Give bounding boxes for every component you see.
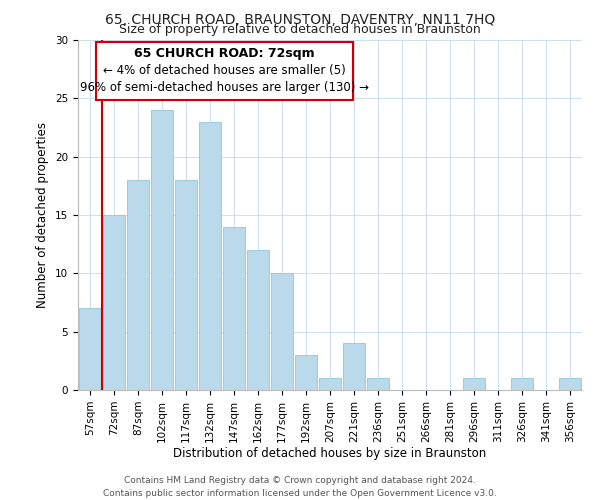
Text: 96% of semi-detached houses are larger (130) →: 96% of semi-detached houses are larger (… <box>80 82 368 94</box>
Text: ← 4% of detached houses are smaller (5): ← 4% of detached houses are smaller (5) <box>103 64 346 77</box>
Bar <box>103 215 125 390</box>
Bar <box>295 355 317 390</box>
X-axis label: Distribution of detached houses by size in Braunston: Distribution of detached houses by size … <box>173 448 487 460</box>
Bar <box>319 378 341 390</box>
FancyBboxPatch shape <box>95 42 353 100</box>
Text: 65 CHURCH ROAD: 72sqm: 65 CHURCH ROAD: 72sqm <box>134 47 314 60</box>
Text: Size of property relative to detached houses in Braunston: Size of property relative to detached ho… <box>119 22 481 36</box>
Text: Contains HM Land Registry data © Crown copyright and database right 2024.
Contai: Contains HM Land Registry data © Crown c… <box>103 476 497 498</box>
Text: 65, CHURCH ROAD, BRAUNSTON, DAVENTRY, NN11 7HQ: 65, CHURCH ROAD, BRAUNSTON, DAVENTRY, NN… <box>105 12 495 26</box>
Bar <box>511 378 533 390</box>
Bar <box>199 122 221 390</box>
Bar <box>127 180 149 390</box>
Bar <box>79 308 101 390</box>
Bar <box>223 226 245 390</box>
Bar <box>559 378 581 390</box>
Bar <box>367 378 389 390</box>
Bar <box>343 344 365 390</box>
Bar <box>247 250 269 390</box>
Y-axis label: Number of detached properties: Number of detached properties <box>37 122 49 308</box>
Bar <box>151 110 173 390</box>
Bar <box>271 274 293 390</box>
Bar <box>175 180 197 390</box>
Bar <box>463 378 485 390</box>
